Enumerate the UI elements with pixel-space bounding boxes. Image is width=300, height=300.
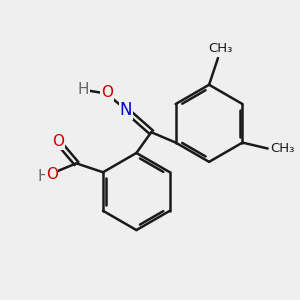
Text: CH₃: CH₃ <box>271 142 295 155</box>
Text: N: N <box>120 101 132 119</box>
Text: O: O <box>101 85 113 100</box>
Text: O: O <box>52 134 64 149</box>
Text: H: H <box>77 82 89 97</box>
Text: CH₃: CH₃ <box>208 42 232 55</box>
Text: H: H <box>38 169 49 184</box>
Text: O: O <box>46 167 58 182</box>
